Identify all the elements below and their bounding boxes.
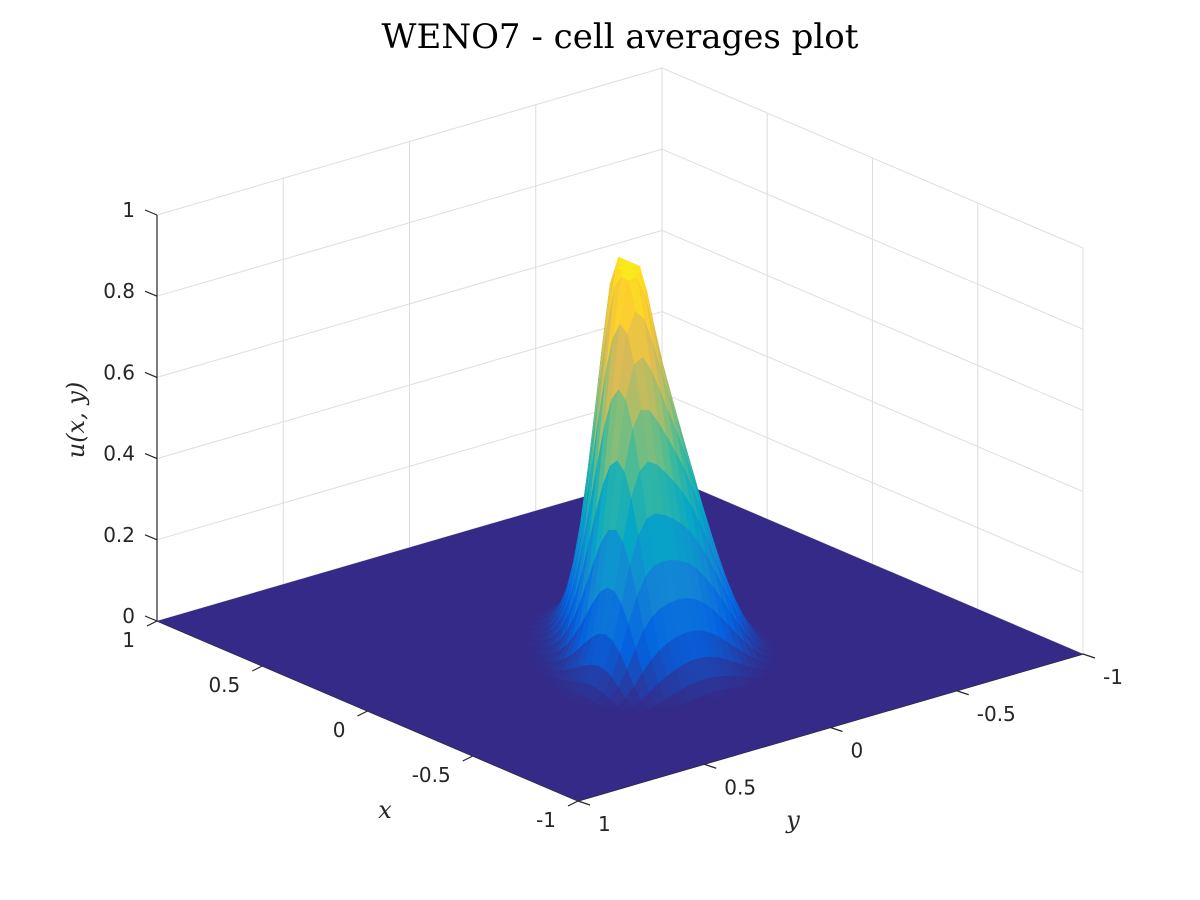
x-tick	[251, 665, 263, 672]
x-tick-label: 0	[333, 718, 346, 742]
y-tick	[830, 726, 843, 733]
surface-patch	[632, 700, 649, 713]
x-tick	[462, 755, 474, 762]
surface-patch	[616, 698, 634, 713]
y-tick-label: 0.5	[724, 775, 756, 799]
z-tick	[144, 371, 158, 378]
y-tick-label: -1	[1103, 665, 1123, 689]
y-tick	[704, 763, 717, 769]
y-tick	[577, 800, 591, 806]
x-tick-label: 0.5	[208, 673, 240, 697]
z-tick	[144, 615, 158, 622]
z-tick-label: 0.8	[103, 279, 135, 303]
z-tick-label: 1	[122, 198, 135, 222]
x-axis-label: x	[378, 796, 392, 824]
y-tick-label: 0	[851, 739, 864, 763]
z-tick	[144, 290, 158, 297]
y-tick	[1082, 653, 1096, 659]
z-tick	[144, 534, 158, 541]
x-tick-label: -0.5	[412, 763, 451, 787]
surface-patch	[601, 699, 618, 712]
z-tick	[144, 453, 158, 460]
z-axis-label: u(x, y)	[62, 382, 90, 459]
z-tick-label: 0	[122, 604, 135, 628]
surface-group	[157, 256, 1083, 801]
x-tick	[357, 710, 368, 717]
chart-title: WENO7 - cell averages plot	[382, 17, 859, 57]
x-tick-label: -1	[536, 808, 556, 832]
z-tick-label: 0.2	[103, 523, 135, 547]
y-tick	[956, 690, 969, 696]
surface-patch	[705, 691, 722, 702]
y-tick-label: -0.5	[977, 702, 1016, 726]
tick-labels: 1 0.5 0 -0.5 -1 1 0.5 0 -0.5 -1 0 0.2 0.4 0.6 0.8 1	[103, 198, 1123, 836]
x-tick	[567, 800, 579, 807]
surface-patch	[655, 699, 673, 711]
x-tick	[146, 620, 158, 627]
z-tick-label: 0.6	[103, 360, 135, 384]
surface-patch	[578, 698, 596, 708]
x-tick-label: 1	[122, 628, 135, 652]
z-tick-label: 0.4	[103, 442, 135, 466]
z-tick	[144, 209, 158, 216]
y-tick-label: 1	[598, 812, 611, 836]
y-axis-label: y	[785, 806, 800, 834]
